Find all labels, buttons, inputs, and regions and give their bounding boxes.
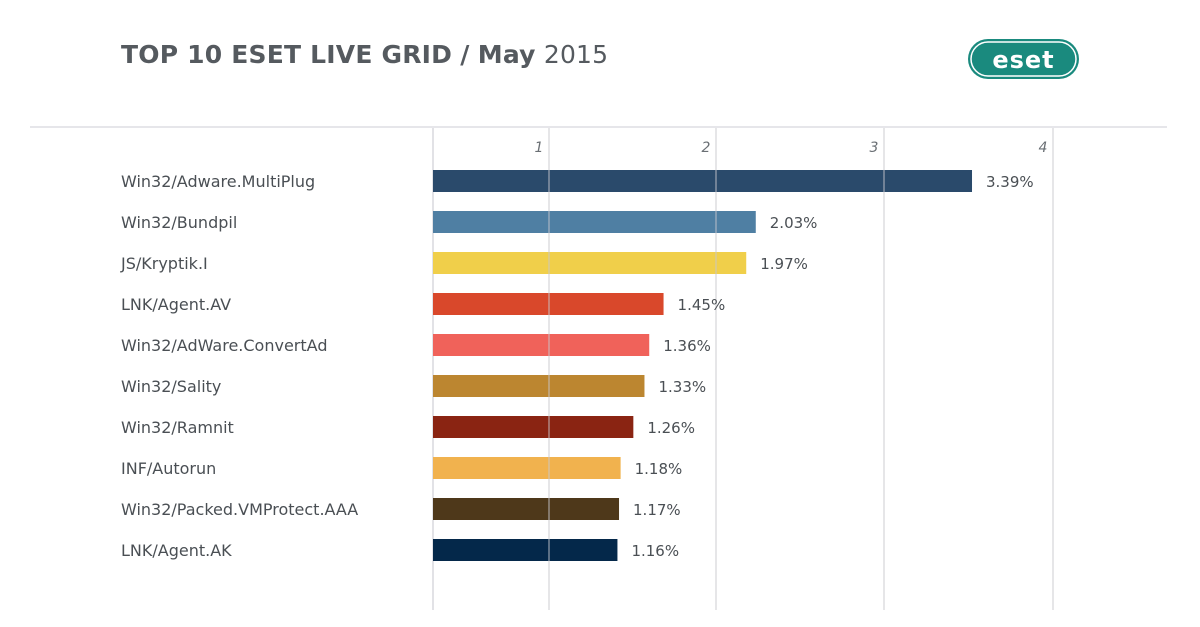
x-tick-label: 4 [1039, 140, 1048, 156]
value-label: 1.26% [647, 419, 695, 437]
value-label: 2.03% [770, 214, 818, 232]
bar [433, 539, 618, 561]
bar [433, 211, 756, 233]
category-label: Win32/Packed.VMProtect.AAA [121, 500, 358, 519]
svg-text:eset: eset [992, 46, 1054, 74]
bar [433, 416, 634, 438]
category-label: Win32/Sality [121, 377, 221, 396]
value-label: 1.17% [633, 501, 681, 519]
x-tick-label: 1 [535, 140, 544, 156]
value-label: 1.97% [760, 255, 808, 273]
bar [433, 457, 621, 479]
category-label: Win32/Bundpil [121, 213, 237, 232]
category-label: LNK/Agent.AK [121, 541, 232, 560]
bar [433, 170, 973, 192]
header-divider [30, 126, 1167, 128]
bar [433, 334, 650, 356]
value-label: 1.16% [631, 542, 679, 560]
category-label: Win32/Ramnit [121, 418, 234, 437]
category-label: INF/Autorun [121, 459, 216, 478]
value-label: 1.33% [658, 378, 706, 396]
category-label: Win32/AdWare.ConvertAd [121, 336, 327, 355]
value-label: 1.45% [678, 296, 726, 314]
bar [433, 252, 747, 274]
title-month: May [477, 40, 536, 69]
bar [433, 498, 620, 520]
chart-title: TOP 10 ESET LIVE GRID / May 2015 [121, 40, 608, 69]
title-separator: / [460, 40, 470, 69]
bar [433, 375, 645, 397]
category-label: Win32/Adware.MultiPlug [121, 172, 315, 191]
value-label: 1.36% [663, 337, 711, 355]
value-label: 3.39% [986, 173, 1034, 191]
category-label: JS/Kryptik.I [120, 254, 208, 273]
x-tick-label: 2 [702, 140, 711, 156]
x-tick-label: 3 [870, 140, 879, 156]
value-label: 1.18% [635, 460, 683, 478]
eset-logo: eset [968, 39, 1079, 79]
category-label: LNK/Agent.AV [121, 295, 231, 314]
title-main: TOP 10 ESET LIVE GRID [121, 40, 453, 69]
title-year: 2015 [543, 40, 609, 69]
